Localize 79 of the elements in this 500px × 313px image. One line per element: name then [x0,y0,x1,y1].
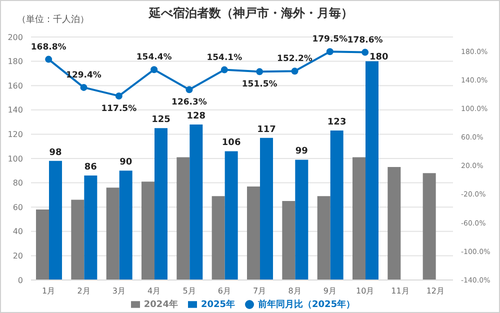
data-label: 180 [370,52,388,62]
data-label: 154.1% [206,52,243,63]
y-tick-label: 20 [12,252,23,261]
point [115,92,122,100]
bar [352,157,366,280]
data-label: 125 [152,115,170,126]
data-label: 90 [120,158,132,168]
bar [247,186,260,280]
bar [190,124,203,280]
bar [154,128,168,280]
point [45,56,52,63]
bar [366,61,378,280]
x-tick-label: 3月 [112,286,126,296]
bar [388,167,401,280]
x-tick-label: 8月 [288,286,302,296]
y-tick-label: 180 [8,57,23,66]
y-tick-label: 60 [12,202,23,212]
data-label: 99 [295,146,308,157]
bar [212,196,225,280]
legend-label: 2024年 [144,300,178,310]
chart-title: 延べ宿泊者数（神戸市・海外・月毎） [149,6,353,20]
bar [84,176,98,280]
data-label: 168.8% [30,42,67,52]
y-tick-label: 0 [18,276,23,285]
bar [295,160,308,280]
y-tick-label: 40 [12,227,23,236]
y-tick-label: 140 [8,106,23,115]
text: （単位：千人泊） [17,14,89,26]
data-label: 86 [84,162,97,173]
y-tick-label: 120 [8,130,23,140]
x-tick-label: 7月 [253,286,266,296]
y-tick-label: 160 [8,81,23,90]
data-label: 178.6% [347,35,384,46]
x-tick-label: 1月 [42,286,56,296]
point [291,68,298,75]
bar [282,201,296,280]
data-label: 128 [186,111,206,122]
data-label: 123 [327,118,346,128]
data-label: 117 [257,124,276,135]
data-label: 179.5% [312,34,348,45]
bar [176,157,190,280]
x-tick-label: 4月 [148,286,161,296]
data-label: 152.2% [277,54,313,64]
point [186,86,193,94]
x-tick-label: 9月 [323,286,336,296]
legend-label: 前年同月比（2025年） [258,300,356,310]
point [256,68,264,76]
x-tick-label: 5月 [182,286,196,296]
bar [224,151,238,280]
bar [49,160,62,280]
x-tick-label: 2月 [77,286,90,296]
bar [106,188,120,280]
x-tick-label: 12月 [426,286,445,296]
data-label: 117.5% [101,104,138,114]
point [362,48,369,56]
x-tick-label: 11月 [391,286,410,296]
bar [317,196,330,280]
y-tick-label: 200 [8,32,23,42]
bar [422,173,436,280]
point [150,66,158,74]
x-tick-label: 6月 [218,286,231,296]
bar [119,170,132,280]
data-label: 126.3% [172,98,208,108]
y-tick-label: 80 [12,178,23,188]
bar [36,210,49,280]
data-label: 106 [222,138,241,148]
bar [330,130,344,280]
legend-label: 2025年 [200,300,236,310]
point [326,48,334,56]
point [220,66,228,74]
data-label: 151.5% [242,80,278,90]
x-tick-label: 10月 [356,286,374,296]
data-label: 154.4% [136,52,172,63]
point [80,84,88,91]
bar [260,138,273,280]
bar [71,200,84,280]
y-tick-label: 100 [8,154,23,164]
bar [142,182,154,280]
data-label: 98 [49,148,62,158]
